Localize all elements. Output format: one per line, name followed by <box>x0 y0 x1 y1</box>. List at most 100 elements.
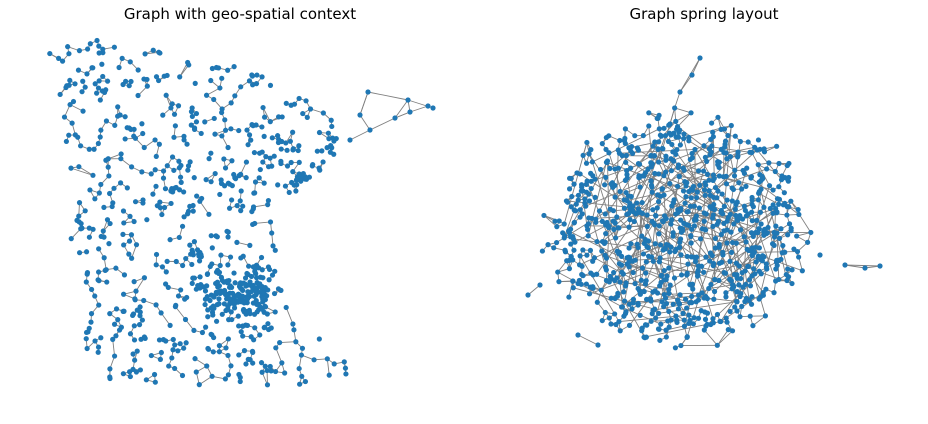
graph-node <box>786 221 793 227</box>
graph-node <box>249 208 255 215</box>
graph-node <box>79 225 85 231</box>
graph-node <box>134 307 140 313</box>
graph-node <box>267 155 273 161</box>
graph-node <box>173 258 179 265</box>
graph-node <box>757 209 764 215</box>
graph-node <box>739 303 745 309</box>
graph-node <box>634 145 641 151</box>
graph-node <box>247 357 253 363</box>
graph-node <box>590 173 596 179</box>
graph-node <box>131 218 137 225</box>
graph-node <box>219 106 225 112</box>
graph-node <box>90 226 96 232</box>
graph-node <box>568 204 574 210</box>
graph-node <box>76 164 82 170</box>
graph-node <box>59 58 66 64</box>
graph-node <box>689 226 695 232</box>
graph-node <box>626 264 632 270</box>
graph-node <box>584 139 590 146</box>
graph-node <box>179 372 186 379</box>
graph-node <box>63 138 70 145</box>
graph-edge <box>754 251 798 253</box>
graph-node <box>648 178 654 184</box>
graph-node <box>217 262 223 269</box>
graph-node <box>265 264 272 270</box>
graph-node <box>582 196 588 202</box>
graph-node <box>150 47 156 53</box>
graph-node <box>83 249 90 255</box>
graph-node <box>228 126 234 132</box>
graph-node <box>111 185 117 191</box>
graph-node <box>656 231 662 237</box>
graph-node <box>272 309 278 315</box>
graph-node <box>624 211 630 217</box>
graph-node <box>160 175 167 181</box>
graph-node <box>732 167 738 173</box>
graph-node <box>167 322 173 328</box>
graph-node <box>648 298 654 304</box>
graph-node <box>742 207 748 214</box>
graph-node <box>710 263 716 269</box>
graph-node <box>632 133 638 139</box>
graph-node <box>231 305 238 311</box>
graph-node <box>607 273 613 280</box>
graph-node <box>662 132 669 139</box>
graph-node <box>283 100 289 106</box>
graph-node <box>303 98 309 104</box>
graph-node <box>224 280 231 286</box>
graph-node <box>67 77 73 84</box>
graph-node <box>328 117 334 123</box>
graph-node <box>214 279 221 285</box>
graph-node <box>593 216 599 222</box>
graph-node <box>294 182 300 188</box>
graph-node <box>688 240 694 246</box>
graph-node <box>718 210 724 216</box>
graph-node <box>640 251 647 257</box>
graph-node <box>257 281 263 287</box>
graph-node <box>176 165 182 171</box>
graph-node <box>104 217 111 223</box>
graph-node <box>666 286 672 293</box>
graph-node <box>721 203 727 209</box>
graph-node <box>715 218 722 224</box>
graph-edge <box>844 264 881 267</box>
graph-node <box>141 334 148 340</box>
graph-node <box>783 271 789 278</box>
graph-node <box>265 197 272 204</box>
graph-node <box>213 318 220 324</box>
graph-node <box>229 284 235 290</box>
graph-node <box>217 85 223 91</box>
graph-node <box>287 138 293 144</box>
graph-node <box>626 224 632 230</box>
graph-node <box>162 186 169 192</box>
graph-node <box>655 199 662 205</box>
graph-node <box>83 279 89 285</box>
graph-node <box>619 304 625 310</box>
graph-node <box>716 173 722 179</box>
graph-edge <box>527 284 541 296</box>
graph-node <box>202 296 209 302</box>
graph-node <box>75 67 82 73</box>
graph-node <box>209 245 215 251</box>
graph-node <box>198 252 204 258</box>
graph-node <box>737 293 743 300</box>
graph-node <box>654 205 660 211</box>
graph-node <box>143 377 149 383</box>
graph-node <box>357 112 363 118</box>
graph-node <box>111 321 118 327</box>
graph-node <box>120 291 127 297</box>
graph-node <box>296 159 302 166</box>
graph-node <box>586 191 592 197</box>
graph-node <box>169 154 176 160</box>
graph-node <box>129 255 135 261</box>
graph-node <box>592 194 598 200</box>
graph-node <box>691 217 698 223</box>
graph-node <box>152 167 158 173</box>
graph-node <box>702 226 708 232</box>
graph-node <box>239 286 245 292</box>
graph-node <box>137 367 143 373</box>
graph-node <box>320 110 326 116</box>
graph-node <box>584 178 590 184</box>
graph-node <box>748 174 755 180</box>
graph-node <box>197 274 203 280</box>
